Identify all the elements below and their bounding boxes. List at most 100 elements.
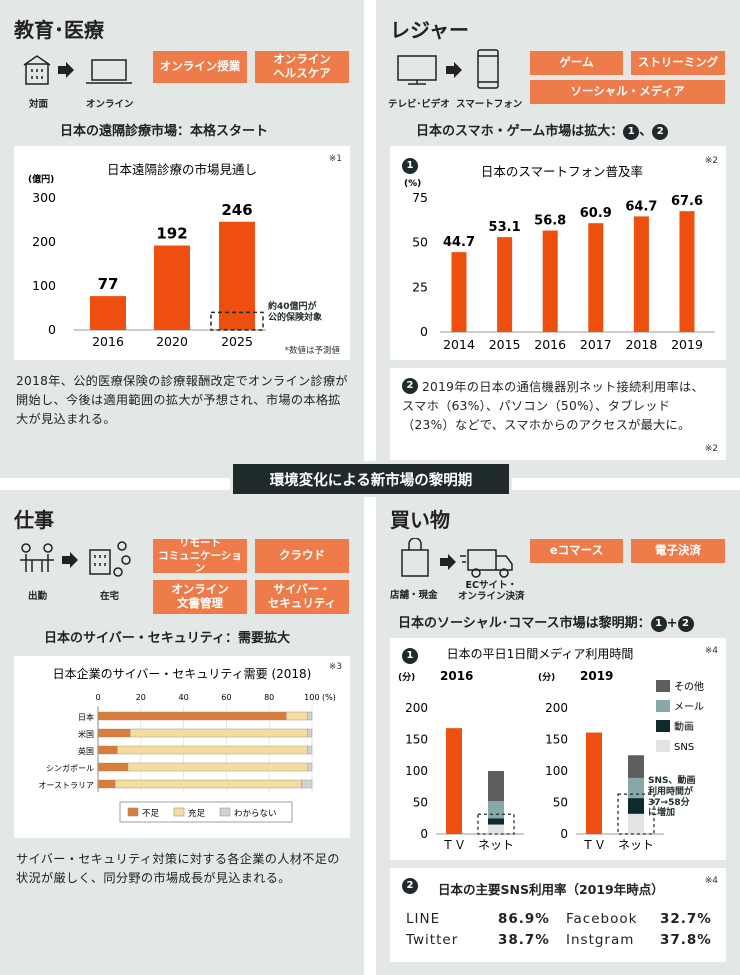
- y-axis-unit: (分): [538, 671, 555, 683]
- bar-2025: [219, 221, 255, 330]
- subhead-text: 日本のスマホ・ゲーム市場は拡大：: [416, 124, 624, 139]
- subhead: 日本のサイバー・セキュリティ：需要拡大: [44, 631, 290, 646]
- bar-2018: [633, 216, 649, 332]
- body-text: サイバー・セキュリティ対策に対する各企業の人材不足の状況が厳しく、同分野の市場成…: [16, 852, 340, 885]
- chart-footnote: *数値は予測値: [284, 346, 340, 356]
- legend-swatch: [656, 740, 670, 752]
- y-tick-label: 200: [405, 701, 428, 715]
- shopping-section: 買い物 店舗・現金 ECサイト・ オンライン決済 eコマース 電子決済 日本のソ…: [376, 490, 740, 975]
- panel-year-label: 2016: [440, 669, 473, 683]
- bar-value-label: 53.1: [489, 220, 521, 235]
- bar-net-メール: [628, 777, 644, 799]
- sns-line-value: 86.9%: [498, 911, 550, 927]
- legend-swatch: [656, 680, 670, 692]
- bar-value-label: 246: [221, 201, 252, 219]
- section-title: レジャー: [390, 18, 469, 42]
- subhead: 日本の遠隔診療市場：本格スタート: [60, 124, 269, 139]
- y-axis-unit: (億円): [28, 173, 54, 185]
- icon-label-tv: テレビ･ビデオ: [388, 99, 450, 110]
- bar-value-label: 192: [156, 225, 187, 243]
- circle-number-2: 2: [677, 615, 694, 632]
- y-tick-label: 75: [412, 190, 428, 205]
- tag-social-media: ソーシャル・メディア: [530, 80, 725, 104]
- x-tick-label: 2019: [671, 337, 703, 352]
- bar-2015: [497, 237, 513, 332]
- insurance-annotation: 約40億円が 公的保険対象: [268, 302, 323, 324]
- laptop-icon: [86, 59, 132, 84]
- x-tick-label: ネット: [618, 838, 654, 852]
- icon-label-smartphone: スマートフォン: [456, 99, 523, 110]
- office-to-home-icons: [20, 541, 131, 577]
- x-tick-label: 2017: [580, 337, 612, 352]
- y-tick-label: 英国: [78, 746, 94, 756]
- bar-segment-充足: [127, 762, 308, 772]
- y-axis-unit: (%): [404, 179, 421, 189]
- bar-2017: [588, 223, 604, 332]
- arrow-right-icon: [446, 62, 462, 78]
- bar-value-label: 60.9: [580, 206, 612, 221]
- bar-segment-わからない: [307, 745, 313, 755]
- tag-cyber-security: サイバー・ セキュリティ: [255, 580, 349, 614]
- chart-panel: 1 日本の平日1日間メディア利用時間 (分) 2016 0 50 100 150 200 ＴＶ ネ…: [390, 638, 726, 860]
- circle-number-1: 1: [623, 123, 640, 140]
- y-tick-label: 0: [560, 827, 568, 841]
- y-tick-label: 100: [32, 278, 56, 293]
- x-tick-label: ＴＶ: [582, 838, 606, 852]
- icon-label-offline: 対面: [29, 99, 49, 110]
- bar-2014: [451, 252, 467, 332]
- bar-segment-不足: [97, 779, 116, 789]
- x-tick-label: 2016: [534, 337, 566, 352]
- legend-swatch: [656, 700, 670, 712]
- x-tick-label: 0: [95, 693, 100, 702]
- sns-panel: 2 日本の主要SNS利用率（2019年時点） ※4 LINE 86.9% Fac…: [390, 868, 726, 962]
- legend-label: 不足: [142, 809, 160, 819]
- legend-label: 充足: [188, 808, 206, 819]
- tag-ecommerce: eコマース: [530, 539, 623, 563]
- bar-value-label: 44.7: [443, 235, 475, 250]
- bar-segment-わからない: [307, 711, 313, 721]
- circle-number-2: 2: [652, 123, 669, 140]
- bar-net-動画: [488, 818, 504, 825]
- chart-title: 日本企業のサイバー・セキュリティ需要 (2018): [53, 666, 312, 681]
- bar-segment-充足: [286, 711, 308, 721]
- bar-segment-充足: [117, 745, 308, 755]
- x-tick-label: 40: [179, 693, 189, 702]
- sns-instgram-value: 37.8%: [660, 932, 712, 948]
- meeting-icon: [20, 543, 54, 572]
- bar-tv-2016: [446, 728, 462, 834]
- smartphone-icon: [477, 49, 499, 89]
- work-section: 仕事 出勤 在宅 リモート コミュニケーション クラウド オンライン 文書管理 …: [0, 490, 364, 975]
- y-tick-label: 米国: [78, 729, 94, 739]
- chart-panel: 日本遠隔診療の市場見通し (億円) 0 100 200 300 77 2016 192 2020 2…: [14, 146, 350, 360]
- arrow-right-icon: [58, 62, 74, 78]
- legend-label: メール: [674, 702, 704, 713]
- icon-label-ec: ECサイト・ オンライン決済: [458, 580, 525, 602]
- note-ref: ※4: [704, 646, 718, 656]
- legend-swatch: [173, 807, 185, 817]
- home-work-icon: [89, 541, 131, 577]
- tag-online-document: オンライン 文書管理: [153, 580, 247, 614]
- x-tick-label: 20: [136, 693, 146, 702]
- bar-tv-2019: [586, 732, 602, 834]
- tag-online-class: オンライン授業: [153, 51, 247, 83]
- education-medical-section: 教育･医療 対面 オンライン オンライン授業 オンライン ヘルスケア 日本の遠隔…: [0, 0, 364, 478]
- x-tick-label: 2025: [221, 334, 253, 349]
- y-tick-label: 日本: [78, 712, 94, 722]
- chart-title: 日本の平日1日間メディア利用時間: [447, 646, 634, 661]
- sns-instgram-name: Instgram: [566, 932, 635, 948]
- icon-label-home: 在宅: [100, 591, 120, 602]
- bar-net-その他: [628, 755, 644, 778]
- bar-segment-わからない: [301, 779, 313, 789]
- legend-label: SNS: [674, 742, 694, 753]
- chart-panel: 1 日本のスマートフォン普及率 (%) 0 25 50 75 44.7 2014 53.1 201…: [390, 146, 726, 360]
- y-tick-label: 0: [420, 324, 428, 339]
- circle-number-1: 1: [402, 648, 418, 664]
- bar-segment-わからない: [307, 728, 313, 738]
- sns-video-dashed-box: [617, 793, 655, 835]
- legend-label: 動画: [674, 720, 694, 733]
- circle-number-1: 1: [402, 158, 418, 174]
- smartphone-penetration-chart: 日本のスマートフォン普及率 (%) 0 25 50 75 44.7 2014 53.1 2015 5…: [404, 164, 715, 352]
- section-title: 教育･医療: [14, 18, 104, 42]
- chart-title: 日本遠隔診療の市場見通し: [107, 162, 257, 177]
